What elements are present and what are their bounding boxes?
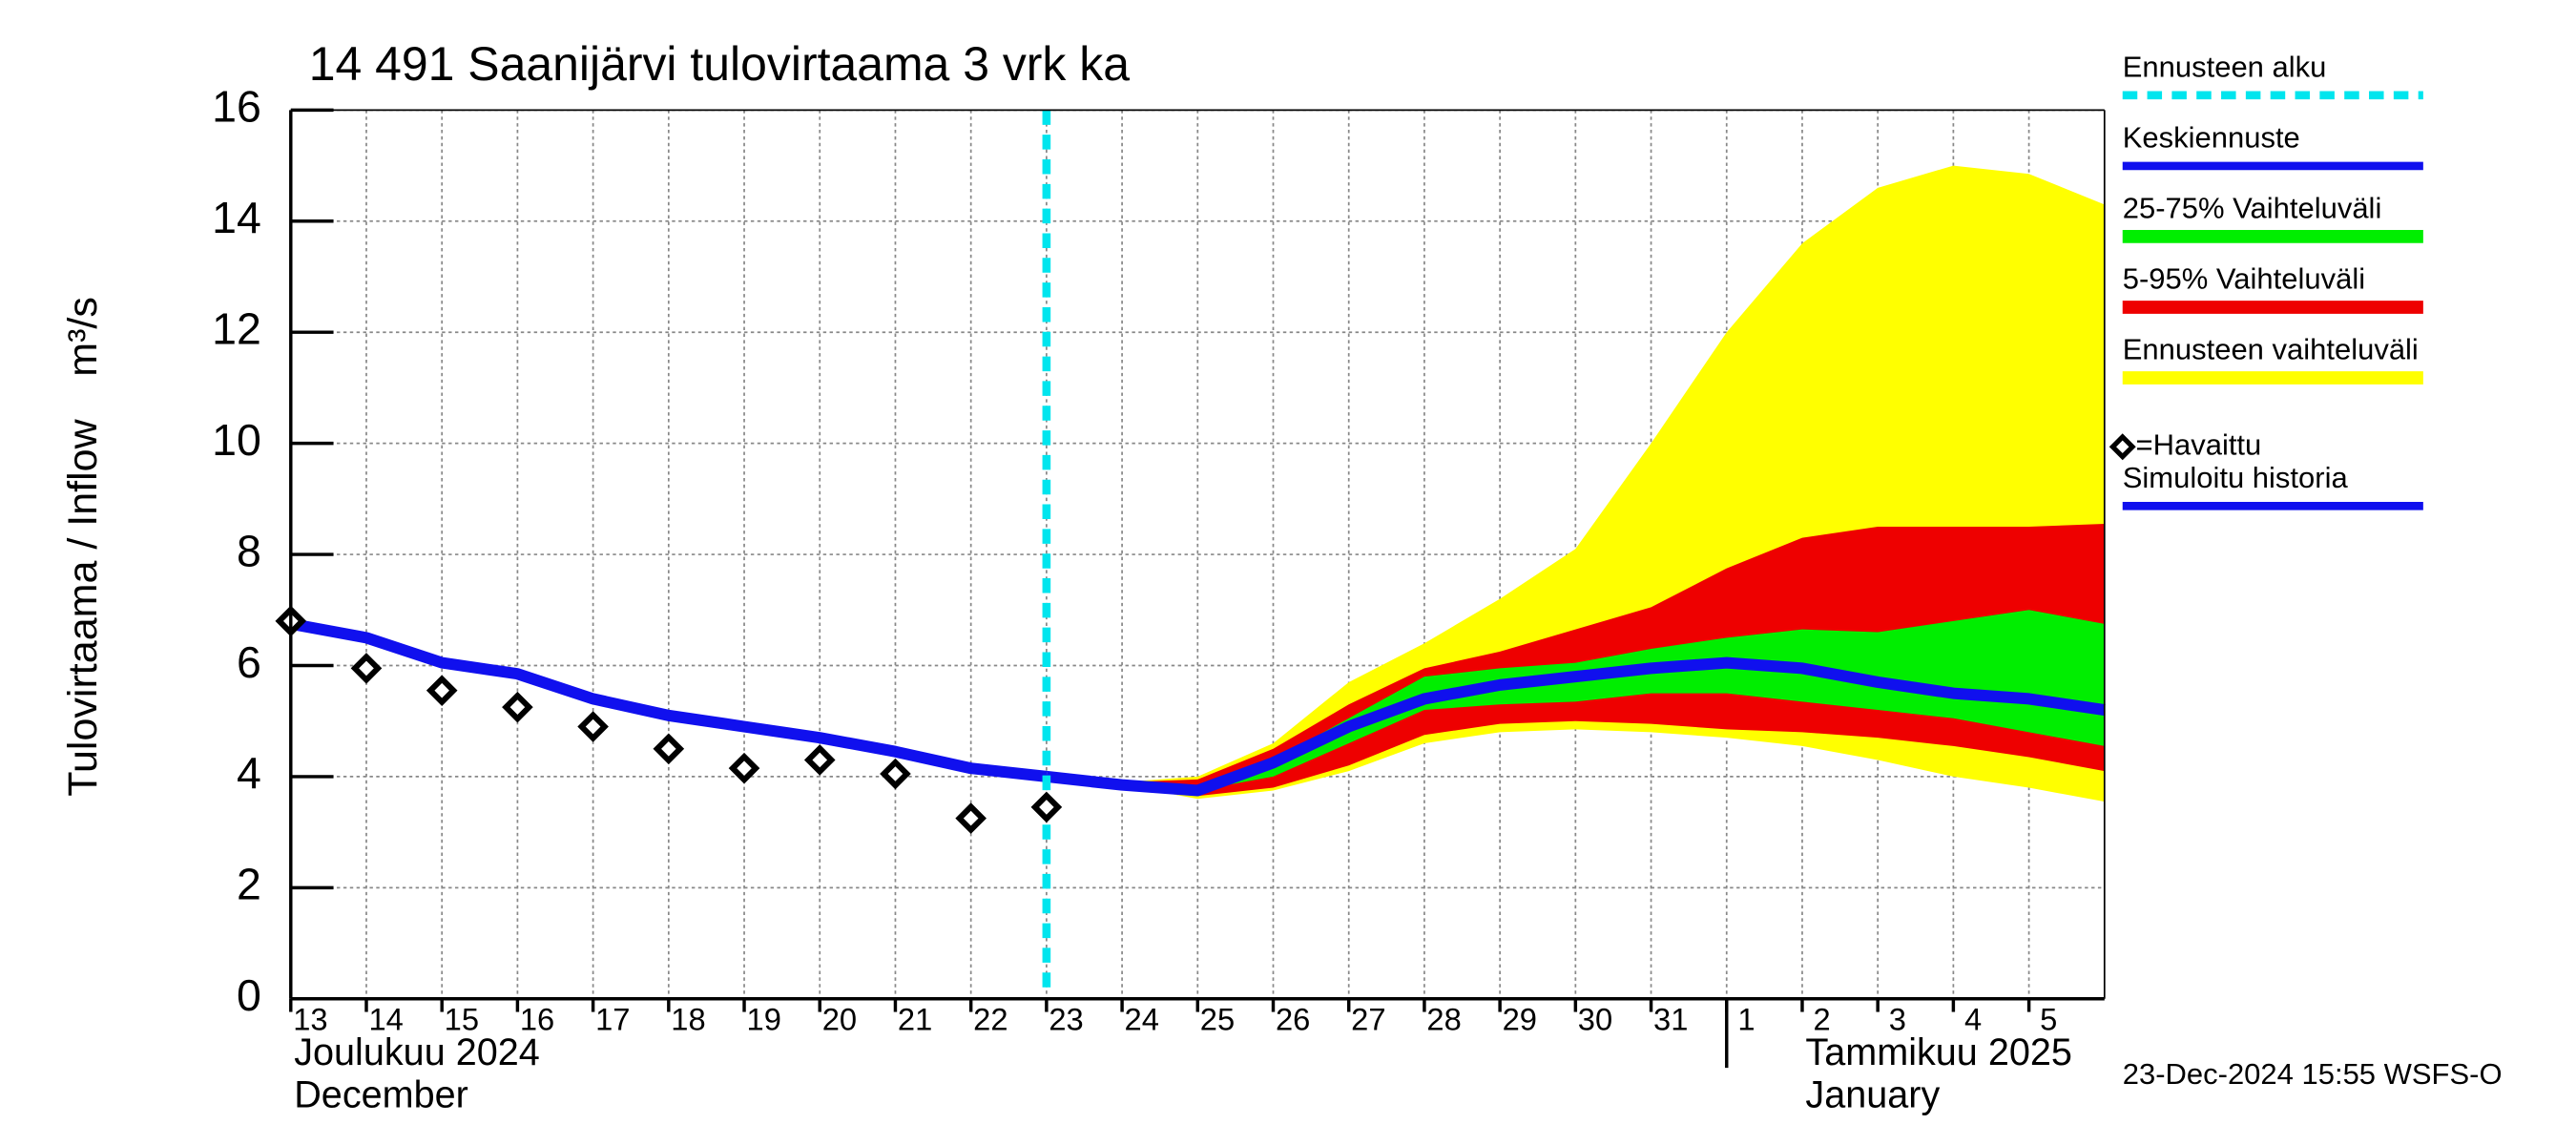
line: [289, 617, 1048, 782]
x-tick-label: 2: [1814, 1002, 1831, 1037]
band: [1122, 610, 2105, 791]
x-tick-label: 19: [747, 1002, 781, 1037]
x-tick-label: 13: [293, 1002, 327, 1037]
chart-title: 14 491 Saanijärvi tulovirtaama 3 vrk ka: [309, 37, 1131, 91]
y-tick-label: 6: [237, 637, 261, 687]
y-tick-label: 10: [212, 415, 261, 465]
observed-marker: [955, 802, 987, 834]
x-tick-label: 26: [1276, 1002, 1310, 1037]
footer: 23-Dec-2024 15:55 WSFS-O: [2123, 1057, 2503, 1091]
x-tick-label: 29: [1503, 1002, 1537, 1037]
observed-marker: [426, 675, 458, 706]
y-axis-unit: m³/s: [60, 297, 106, 377]
y-tick-label: 16: [212, 82, 261, 132]
x-tick-label: 5: [2040, 1002, 2057, 1037]
month-label: January: [1805, 1074, 1940, 1116]
x-tick-label: 23: [1049, 1002, 1083, 1037]
x-tick-label: 4: [1964, 1002, 1982, 1037]
x-tick-label: 15: [445, 1002, 479, 1037]
x-tick-label: 27: [1351, 1002, 1385, 1037]
y-tick-label: 0: [237, 970, 261, 1020]
y-tick-label: 12: [212, 303, 261, 353]
observed-marker: [577, 711, 609, 742]
observed-marker: [1030, 791, 1063, 823]
x-tick-label: 20: [822, 1002, 857, 1037]
observed-marker: [880, 758, 911, 790]
legend-label: 5-95% Vaihteluväli: [2123, 262, 2365, 296]
x-tick-label: 30: [1578, 1002, 1612, 1037]
y-tick-label: 8: [237, 526, 261, 575]
x-tick-label: 17: [595, 1002, 630, 1037]
legend-label: Ennusteen alku: [2123, 50, 2327, 83]
month-label: December: [294, 1074, 468, 1116]
legend-label: Keskiennuste: [2123, 121, 2300, 155]
y-tick-label: 2: [237, 860, 261, 909]
x-tick-label: 16: [520, 1002, 554, 1037]
x-tick-label: 21: [898, 1002, 932, 1037]
observed-marker: [350, 653, 383, 684]
line: [1046, 656, 2106, 797]
y-tick-label: 14: [212, 193, 261, 242]
x-tick-label: 1: [1737, 1002, 1755, 1037]
x-tick-label: 22: [973, 1002, 1008, 1037]
legend-label: 25-75% Vaihteluväli: [2123, 192, 2382, 225]
legend-marker: [2109, 433, 2136, 461]
x-tick-label: 3: [1889, 1002, 1906, 1037]
x-tick-label: 25: [1200, 1002, 1235, 1037]
x-tick-label: 24: [1125, 1002, 1159, 1037]
y-tick-label: 4: [237, 748, 261, 798]
month-label: Joulukuu 2024: [294, 1031, 540, 1073]
y-axis-label: Tulovirtaama / Inflow: [60, 418, 106, 796]
legend-label: Simuloitu historia: [2123, 461, 2349, 494]
observed-marker: [502, 691, 533, 723]
month-label: Tammikuu 2025: [1805, 1031, 2072, 1073]
x-tick-label: 14: [368, 1002, 403, 1037]
observed-marker: [728, 752, 760, 784]
x-tick-label: 18: [671, 1002, 705, 1037]
x-tick-label: 31: [1653, 1002, 1688, 1037]
legend-label: =Havaittu: [2136, 427, 2262, 461]
observed-marker: [653, 733, 685, 765]
legend-label: Ennusteen vaihteluväli: [2123, 333, 2419, 366]
observed-marker: [803, 744, 836, 776]
x-tick-label: 28: [1426, 1002, 1461, 1037]
